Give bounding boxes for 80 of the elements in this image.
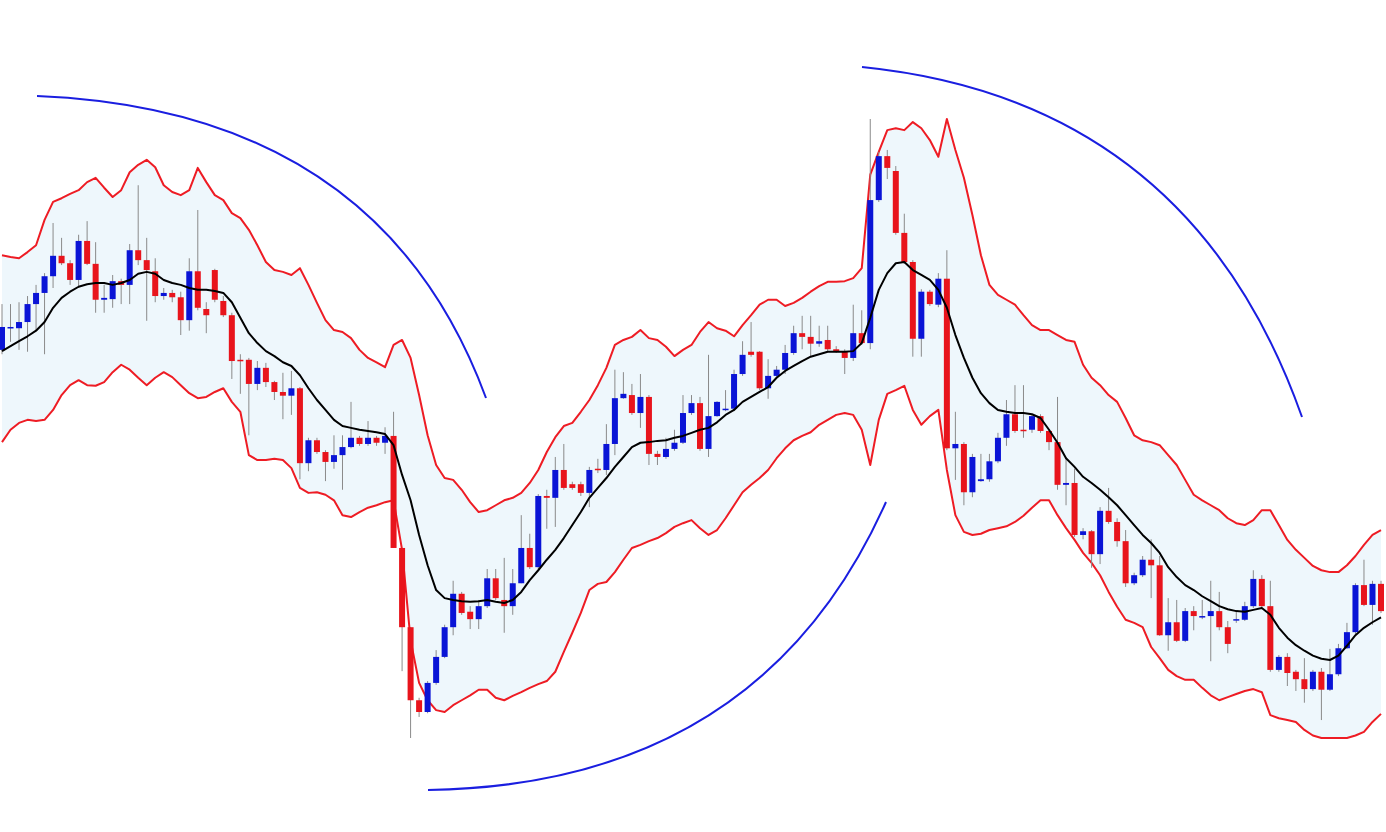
candlestick [348,401,355,449]
candlestick [1292,669,1299,692]
candlestick [586,466,593,508]
candlestick [1011,384,1018,434]
candlestick [526,533,533,570]
candlestick [620,371,627,400]
candlestick [1360,559,1367,607]
candlestick [492,568,499,601]
candlestick [365,420,372,447]
candlestick [782,344,789,375]
candlestick [0,303,5,355]
candlestick [1148,538,1155,599]
candlestick [1003,399,1010,447]
candlestick [305,437,312,472]
candlestick [662,437,669,460]
candlestick [1139,555,1146,578]
candlestick [24,295,31,353]
candlestick [84,220,91,266]
candlestick [1309,669,1316,692]
candlestick [382,426,389,455]
candlestick [543,489,550,530]
candlestick [1326,648,1333,692]
candlestick [560,443,567,491]
candlestick [1284,652,1291,687]
candlestick [807,315,814,358]
candlestick [1207,580,1214,662]
candlestick [748,321,755,358]
candlestick [671,429,678,452]
candlestick [799,315,806,350]
candlestick [637,373,644,429]
candlestick [416,697,423,718]
candlestick [1165,597,1172,652]
candlestick [1088,529,1095,569]
candlestick [790,325,797,356]
candlestick [339,434,346,491]
candlestick [1216,591,1223,631]
candlestick [58,237,65,266]
candlestick [1190,605,1197,631]
candlestick [101,284,108,314]
candlestick [330,434,337,470]
candlestick [1063,456,1070,506]
candlestick [279,372,286,420]
candlestick [688,394,695,416]
candlestick [739,340,746,377]
candlestick [509,568,516,616]
candlestick [1199,599,1206,620]
candlestick [1105,487,1112,525]
candlestick [322,449,329,482]
candlestick [1224,620,1231,654]
candlestick [1114,517,1121,548]
candlestick [220,295,227,318]
candlestick [33,284,40,332]
candlestick [203,301,210,334]
candlestick [67,259,74,286]
candlestick [475,599,482,630]
candlestick [1080,527,1087,540]
candlestick [628,383,635,416]
candlestick [467,605,474,630]
candlestick [986,453,993,483]
candlestick [1301,657,1308,704]
candlestick [816,325,823,348]
candlestick [994,432,1001,464]
candlestick [135,184,142,266]
candlestick [977,453,984,483]
candlestick [1318,667,1325,721]
candlestick [271,380,278,401]
candlestick [884,149,891,180]
candlestick [824,325,831,352]
candlestick [16,301,23,351]
candlestick [41,272,48,355]
candlestick [50,222,57,289]
candlestick [254,360,261,391]
candlestick [143,237,150,322]
candlestick [288,370,295,416]
candlestick [1173,599,1180,643]
candlestick [262,362,269,388]
candlestick [1369,580,1376,626]
candlestick [952,411,959,481]
candlestick [1028,413,1035,434]
candlestick [177,291,184,336]
